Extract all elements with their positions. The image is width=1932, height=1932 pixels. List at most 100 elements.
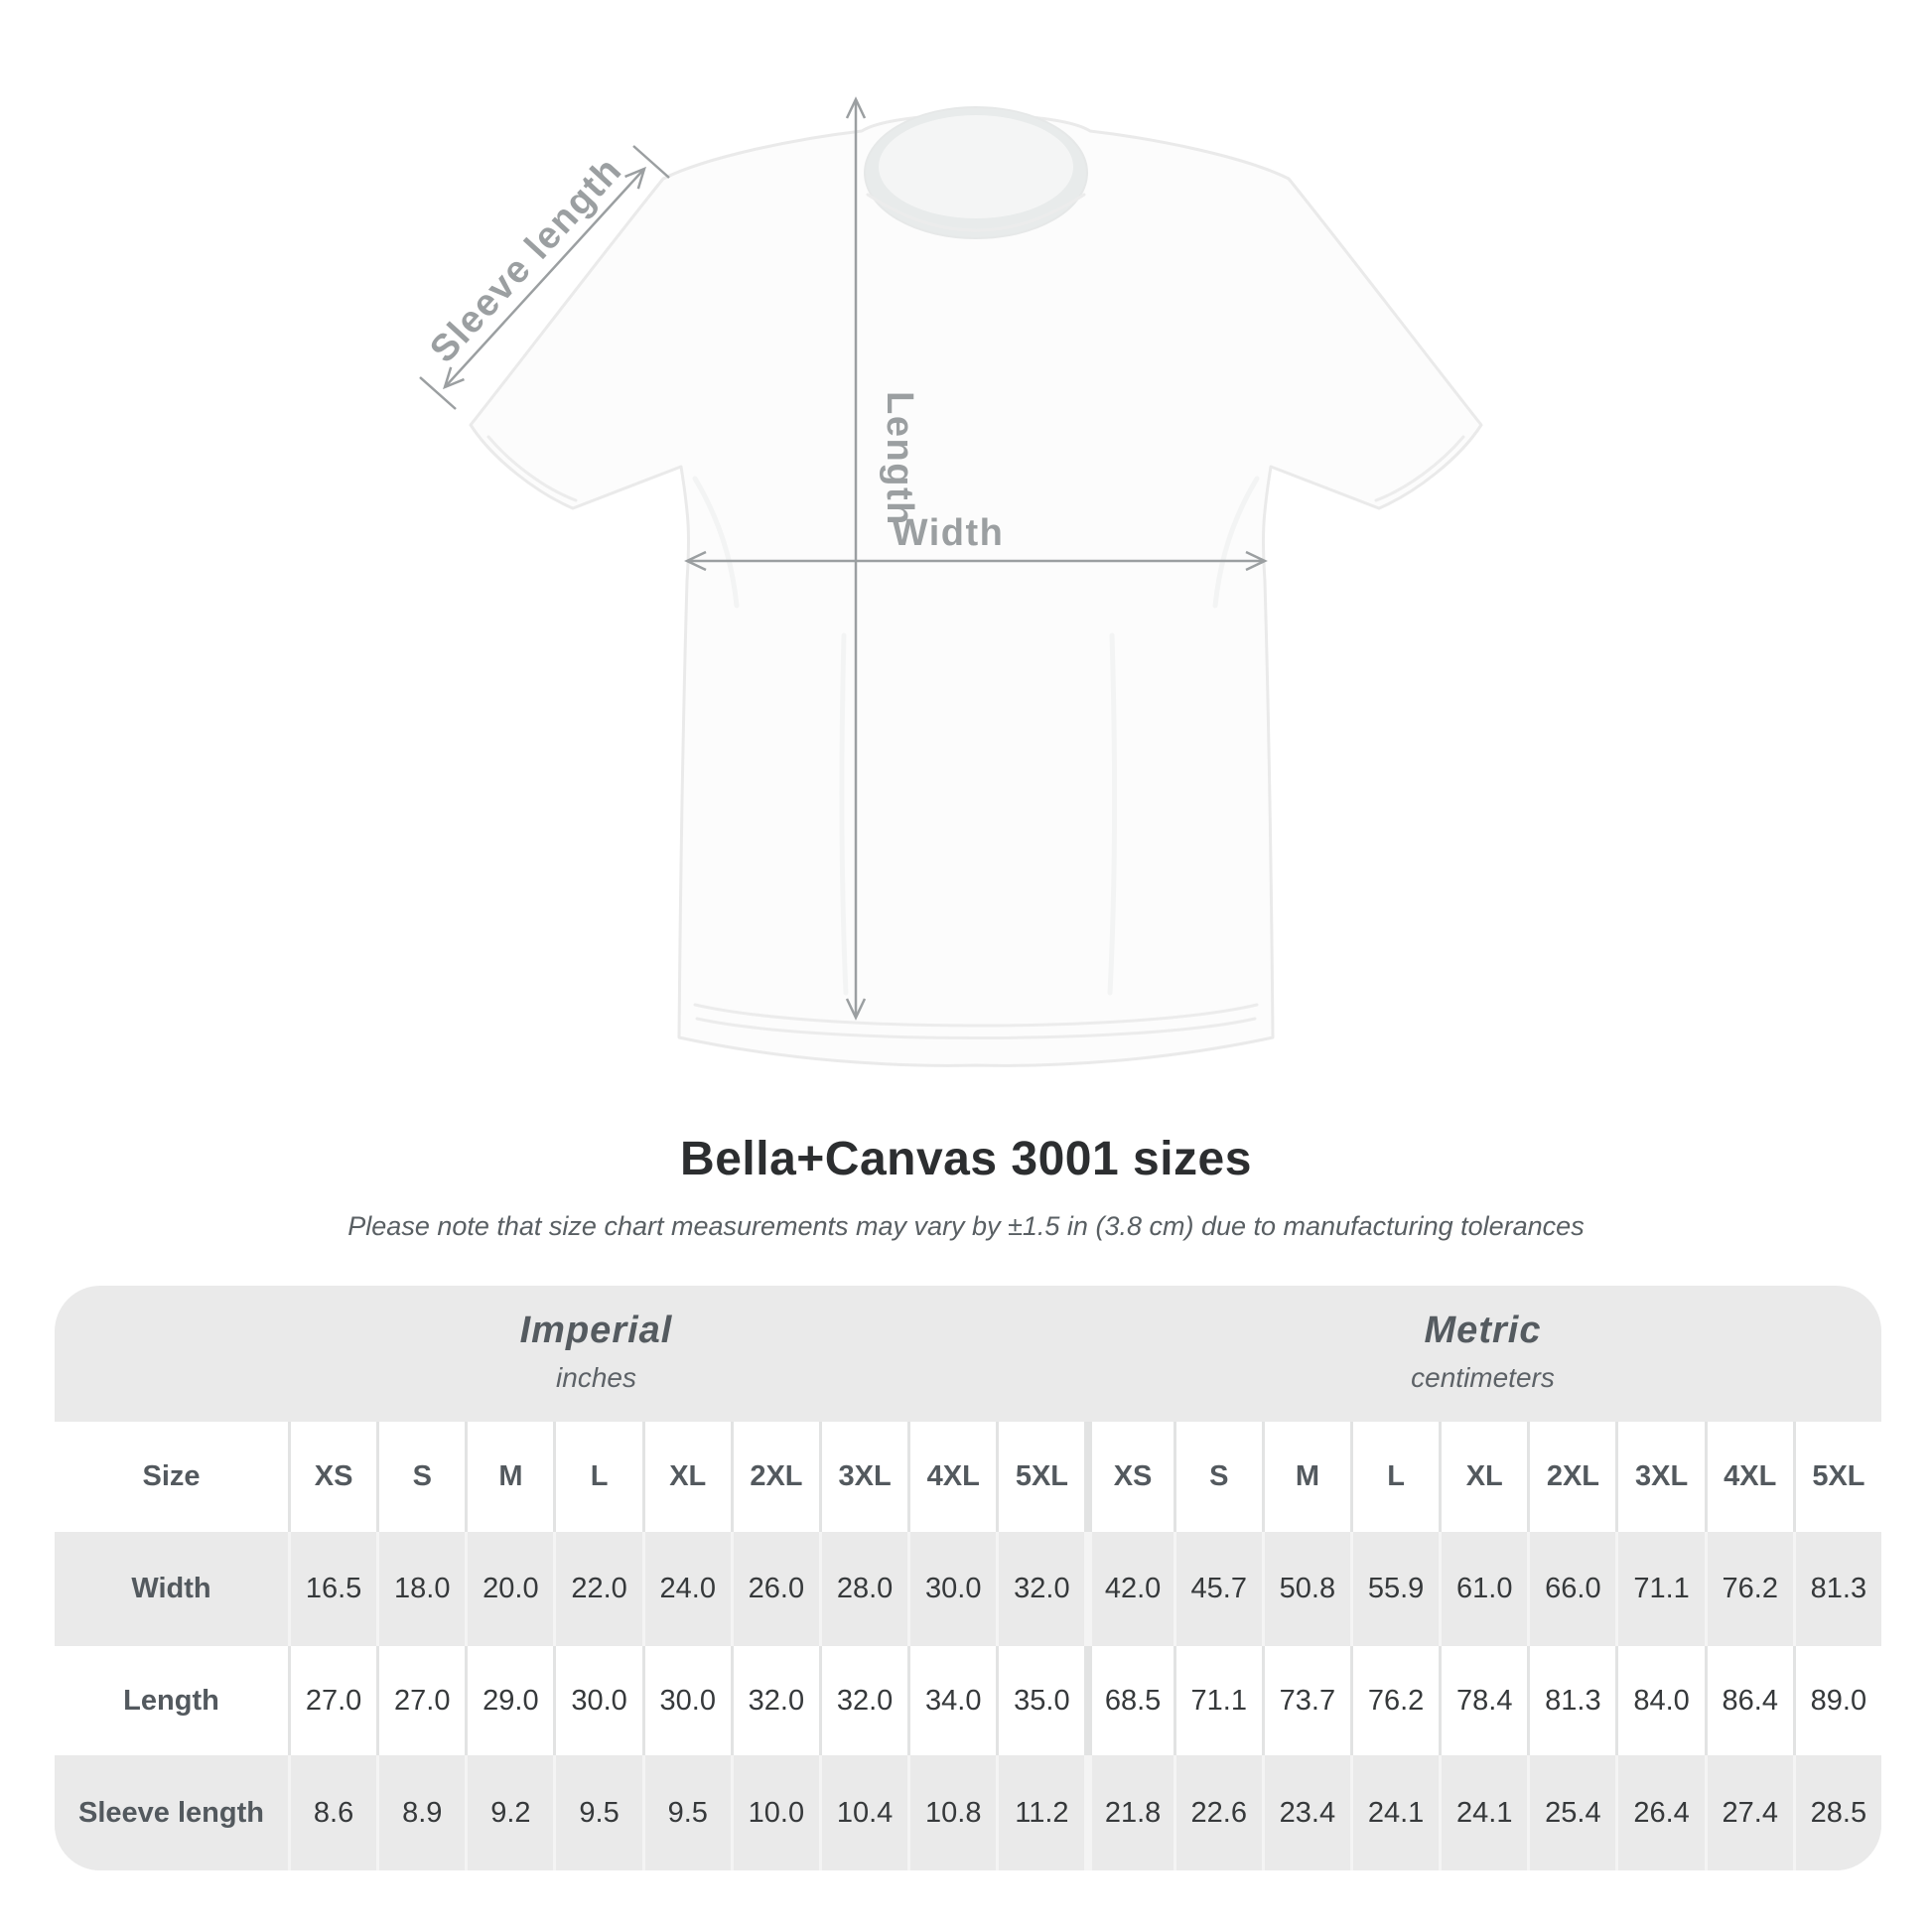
value-length-metric-xl: 78.4: [1439, 1646, 1527, 1755]
size-header-imperial-xl: XL: [641, 1422, 731, 1532]
right-cuff-seam: [1374, 435, 1465, 502]
sleeve-dimension-tick-bottom: [419, 376, 457, 410]
size-header-metric-4xl: 4XL: [1704, 1422, 1793, 1532]
size-header-metric-3xl: 3XL: [1615, 1422, 1704, 1532]
metric-label: Metric: [1424, 1310, 1542, 1351]
size-header-imperial-l: L: [553, 1422, 641, 1532]
value-width-metric-s: 45.7: [1173, 1532, 1262, 1646]
size-header-metric-xl: XL: [1439, 1422, 1527, 1532]
value-sleeve-length-imperial-5xl: 11.2: [996, 1755, 1084, 1870]
value-sleeve-length-metric-xs: 21.8: [1084, 1755, 1173, 1870]
sleeve-dimension-tick-top: [632, 145, 670, 179]
collar-inner-back: [879, 115, 1073, 218]
value-width-metric-3xl: 71.1: [1615, 1532, 1704, 1646]
width-label: Width: [893, 512, 1005, 554]
value-width-imperial-l: 22.0: [553, 1532, 641, 1646]
value-width-metric-4xl: 76.2: [1704, 1532, 1793, 1646]
value-sleeve-length-imperial-xl: 9.5: [641, 1755, 731, 1870]
value-length-metric-l: 76.2: [1349, 1646, 1439, 1755]
value-sleeve-length-imperial-l: 9.5: [553, 1755, 641, 1870]
value-width-imperial-5xl: 32.0: [996, 1532, 1084, 1646]
table-row-sleeve-length: Sleeve length 8.6 8.9 9.2 9.5 9.5 10.0 10.4 10.8…: [55, 1755, 1881, 1870]
table-row-width: Width 16.5 18.0 20.0 22.0 24.0 26.0 28.0 30.0 32.…: [55, 1532, 1881, 1646]
value-sleeve-length-imperial-4xl: 10.8: [907, 1755, 996, 1870]
value-length-imperial-5xl: 35.0: [996, 1646, 1084, 1755]
value-length-metric-xs: 68.5: [1084, 1646, 1173, 1755]
value-length-imperial-xl: 30.0: [641, 1646, 731, 1755]
value-length-metric-5xl: 89.0: [1792, 1646, 1881, 1755]
value-sleeve-length-metric-xl: 24.1: [1439, 1755, 1527, 1870]
value-width-imperial-xl: 24.0: [641, 1532, 731, 1646]
value-width-metric-5xl: 81.3: [1792, 1532, 1881, 1646]
body-wrinkle-right: [1107, 632, 1118, 996]
value-length-imperial-3xl: 32.0: [818, 1646, 907, 1755]
value-length-imperial-4xl: 34.0: [907, 1646, 996, 1755]
value-width-imperial-4xl: 30.0: [907, 1532, 996, 1646]
value-sleeve-length-metric-2xl: 25.4: [1527, 1755, 1615, 1870]
left-underarm-crease: [692, 476, 740, 609]
size-header-imperial-4xl: 4XL: [907, 1422, 996, 1532]
row-label-width: Width: [131, 1573, 211, 1604]
tshirt-graphic: [469, 106, 1483, 1067]
size-header-metric-s: S: [1173, 1422, 1262, 1532]
size-header-metric-l: L: [1349, 1422, 1439, 1532]
value-length-metric-m: 73.7: [1261, 1646, 1350, 1755]
value-sleeve-length-metric-5xl: 28.5: [1792, 1755, 1881, 1870]
size-column-header: Size: [142, 1460, 201, 1492]
tshirt-size-diagram: Sleeve length Length Width: [419, 96, 1483, 1067]
tshirt-body: [469, 113, 1483, 1067]
value-sleeve-length-metric-m: 23.4: [1261, 1755, 1350, 1870]
page-subtitle: Please note that size chart measurements…: [347, 1211, 1585, 1241]
value-length-metric-3xl: 84.0: [1615, 1646, 1704, 1755]
collar-seam: [866, 193, 1086, 232]
value-sleeve-length-imperial-xs: 8.6: [288, 1755, 376, 1870]
size-header-imperial-s: S: [376, 1422, 465, 1532]
value-width-metric-m: 50.8: [1261, 1532, 1350, 1646]
value-width-metric-2xl: 66.0: [1527, 1532, 1615, 1646]
value-length-metric-2xl: 81.3: [1527, 1646, 1615, 1755]
value-sleeve-length-imperial-3xl: 10.4: [818, 1755, 907, 1870]
unit-group-row: Imperial inches Metric centimeters: [55, 1286, 1881, 1422]
hem-seam-2: [695, 1017, 1257, 1039]
value-width-metric-xs: 42.0: [1084, 1532, 1173, 1646]
size-header-imperial-3xl: 3XL: [818, 1422, 907, 1532]
sleeve-length-arrow: [443, 166, 646, 390]
size-header-imperial-m: M: [465, 1422, 553, 1532]
row-label-length: Length: [123, 1684, 219, 1717]
value-sleeve-length-metric-4xl: 27.4: [1704, 1755, 1793, 1870]
value-width-imperial-s: 18.0: [376, 1532, 465, 1646]
value-length-metric-s: 71.1: [1173, 1646, 1262, 1755]
size-header-row: Size XS S M L XL 2XL 3XL 4XL 5XL XS S M L XL 2XL 3XL 4XL 5…: [55, 1422, 1881, 1532]
metric-group-header: Metric centimeters: [1084, 1286, 1881, 1422]
value-sleeve-length-metric-l: 24.1: [1349, 1755, 1439, 1870]
value-width-imperial-m: 20.0: [465, 1532, 553, 1646]
size-header-imperial-5xl: 5XL: [996, 1422, 1084, 1532]
size-header-metric-m: M: [1261, 1422, 1350, 1532]
value-sleeve-length-imperial-s: 8.9: [376, 1755, 465, 1870]
imperial-group-header: Imperial inches: [55, 1286, 1084, 1422]
size-header-metric-2xl: 2XL: [1527, 1422, 1615, 1532]
size-table: Imperial inches Metric centimeters Size X…: [55, 1286, 1881, 1870]
hem-seam: [693, 1003, 1259, 1028]
size-header-imperial-xs: XS: [288, 1422, 376, 1532]
value-width-imperial-xs: 16.5: [288, 1532, 376, 1646]
size-header-metric-xs: XS: [1084, 1422, 1173, 1532]
value-width-imperial-2xl: 26.0: [730, 1532, 819, 1646]
left-cuff-seam: [486, 435, 578, 502]
value-length-imperial-l: 30.0: [553, 1646, 641, 1755]
page-title: Bella+Canvas 3001 sizes: [680, 1133, 1252, 1185]
size-header-imperial-2xl: 2XL: [730, 1422, 819, 1532]
right-underarm-crease: [1212, 476, 1260, 609]
value-length-imperial-m: 29.0: [465, 1646, 553, 1755]
value-width-metric-l: 55.9: [1349, 1532, 1439, 1646]
body-wrinkle-left: [839, 632, 849, 996]
length-label: Length: [879, 391, 920, 526]
size-header-metric-5xl: 5XL: [1792, 1422, 1881, 1532]
size-table-rows: Size XS S M L XL 2XL 3XL 4XL 5XL XS S M L XL 2XL 3XL 4XL 5…: [55, 1422, 1881, 1870]
value-sleeve-length-imperial-2xl: 10.0: [730, 1755, 819, 1870]
value-sleeve-length-imperial-m: 9.2: [465, 1755, 553, 1870]
metric-units-label: centimeters: [1411, 1362, 1555, 1393]
value-length-imperial-2xl: 32.0: [730, 1646, 819, 1755]
value-length-imperial-s: 27.0: [376, 1646, 465, 1755]
row-label-sleeve-length: Sleeve length: [78, 1796, 264, 1829]
